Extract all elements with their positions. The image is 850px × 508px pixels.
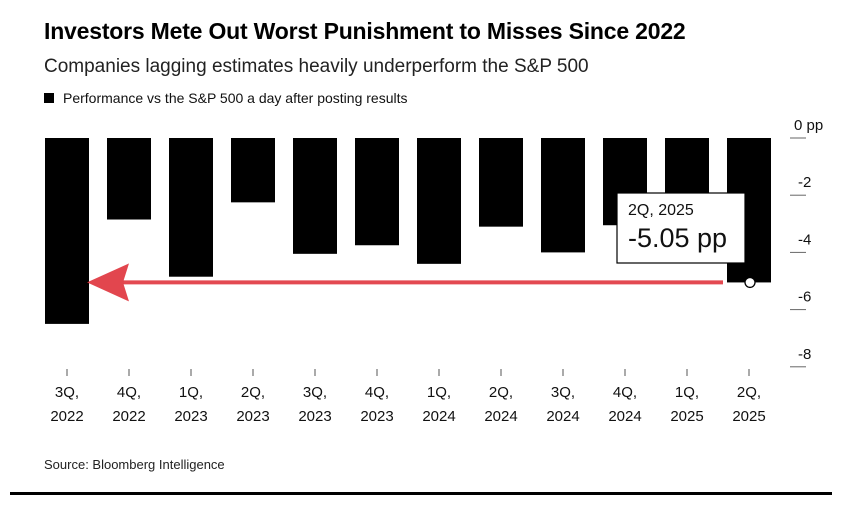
x-tick-label-8: 3Q, xyxy=(551,384,575,401)
legend-swatch xyxy=(44,93,54,103)
y-tick-label-0: 0 pp xyxy=(794,117,823,134)
x-tick-label-2: 1Q, xyxy=(179,384,203,401)
y-tick-label-4: -8 xyxy=(798,346,811,363)
source-note: Source: Bloomberg Intelligence xyxy=(44,457,225,472)
bottom-rule xyxy=(10,492,832,495)
x-tick-label-4: 3Q, xyxy=(303,384,327,401)
bar-4 xyxy=(293,138,337,254)
y-tick-label-1: -2 xyxy=(798,174,811,191)
bar-2 xyxy=(169,138,213,277)
x-tick-year-3: 2023 xyxy=(236,408,269,425)
x-tick-year-6: 2024 xyxy=(422,408,455,425)
x-tick-year-1: 2022 xyxy=(112,408,145,425)
x-tick-year-10: 2025 xyxy=(670,408,703,425)
highlight-arrow xyxy=(87,263,723,302)
annotation-callout: 2Q, 2025 -5.05 pp xyxy=(616,192,756,289)
x-tick-label-10: 1Q, xyxy=(675,384,699,401)
y-axis: 0 pp -2 -4 -6 -8 xyxy=(790,117,823,368)
chart-subtitle: Companies lagging estimates heavily unde… xyxy=(44,56,589,77)
y-tick-label-2: -4 xyxy=(798,231,811,248)
x-tick-year-7: 2024 xyxy=(484,408,517,425)
x-tick-label-1: 4Q, xyxy=(117,384,141,401)
x-tick-year-4: 2023 xyxy=(298,408,331,425)
callout-box xyxy=(616,192,746,264)
bar-6 xyxy=(417,138,461,264)
legend-label: Performance vs the S&P 500 a day after p… xyxy=(63,90,408,106)
bar-0 xyxy=(45,138,89,324)
x-tick-label-6: 1Q, xyxy=(427,384,451,401)
arrow-head xyxy=(87,263,129,302)
callout-value: -5.05 pp xyxy=(628,223,727,253)
bar-5 xyxy=(355,138,399,246)
x-tick-label-7: 2Q, xyxy=(489,384,513,401)
x-tick-year-2: 2023 xyxy=(174,408,207,425)
chart-title: Investors Mete Out Worst Punishment to M… xyxy=(44,18,686,44)
bar-1 xyxy=(107,138,151,220)
x-tick-year-11: 2025 xyxy=(732,408,765,425)
x-tick-year-8: 2024 xyxy=(546,408,579,425)
x-tick-label-3: 2Q, xyxy=(241,384,265,401)
x-axis: 3Q, 2022 4Q, 2022 1Q, 2023 2Q, 2023 3Q, 2023 4Q, 20… xyxy=(50,369,766,425)
x-tick-label-0: 3Q, xyxy=(55,384,79,401)
bar-3 xyxy=(231,138,275,203)
legend: Performance vs the S&P 500 a day after p… xyxy=(44,90,407,106)
callout-marker xyxy=(744,276,756,289)
callout-period: 2Q, 2025 xyxy=(628,202,694,219)
bars-group xyxy=(45,138,771,324)
x-tick-year-9: 2024 xyxy=(608,408,641,425)
x-tick-year-5: 2023 xyxy=(360,408,393,425)
bar-7 xyxy=(479,138,523,227)
x-tick-label-9: 4Q, xyxy=(613,384,637,401)
bar-8 xyxy=(541,138,585,253)
x-tick-year-0: 2022 xyxy=(50,408,83,425)
x-tick-label-11: 2Q, xyxy=(737,384,761,401)
y-tick-label-3: -6 xyxy=(798,289,811,306)
x-tick-label-5: 4Q, xyxy=(365,384,389,401)
